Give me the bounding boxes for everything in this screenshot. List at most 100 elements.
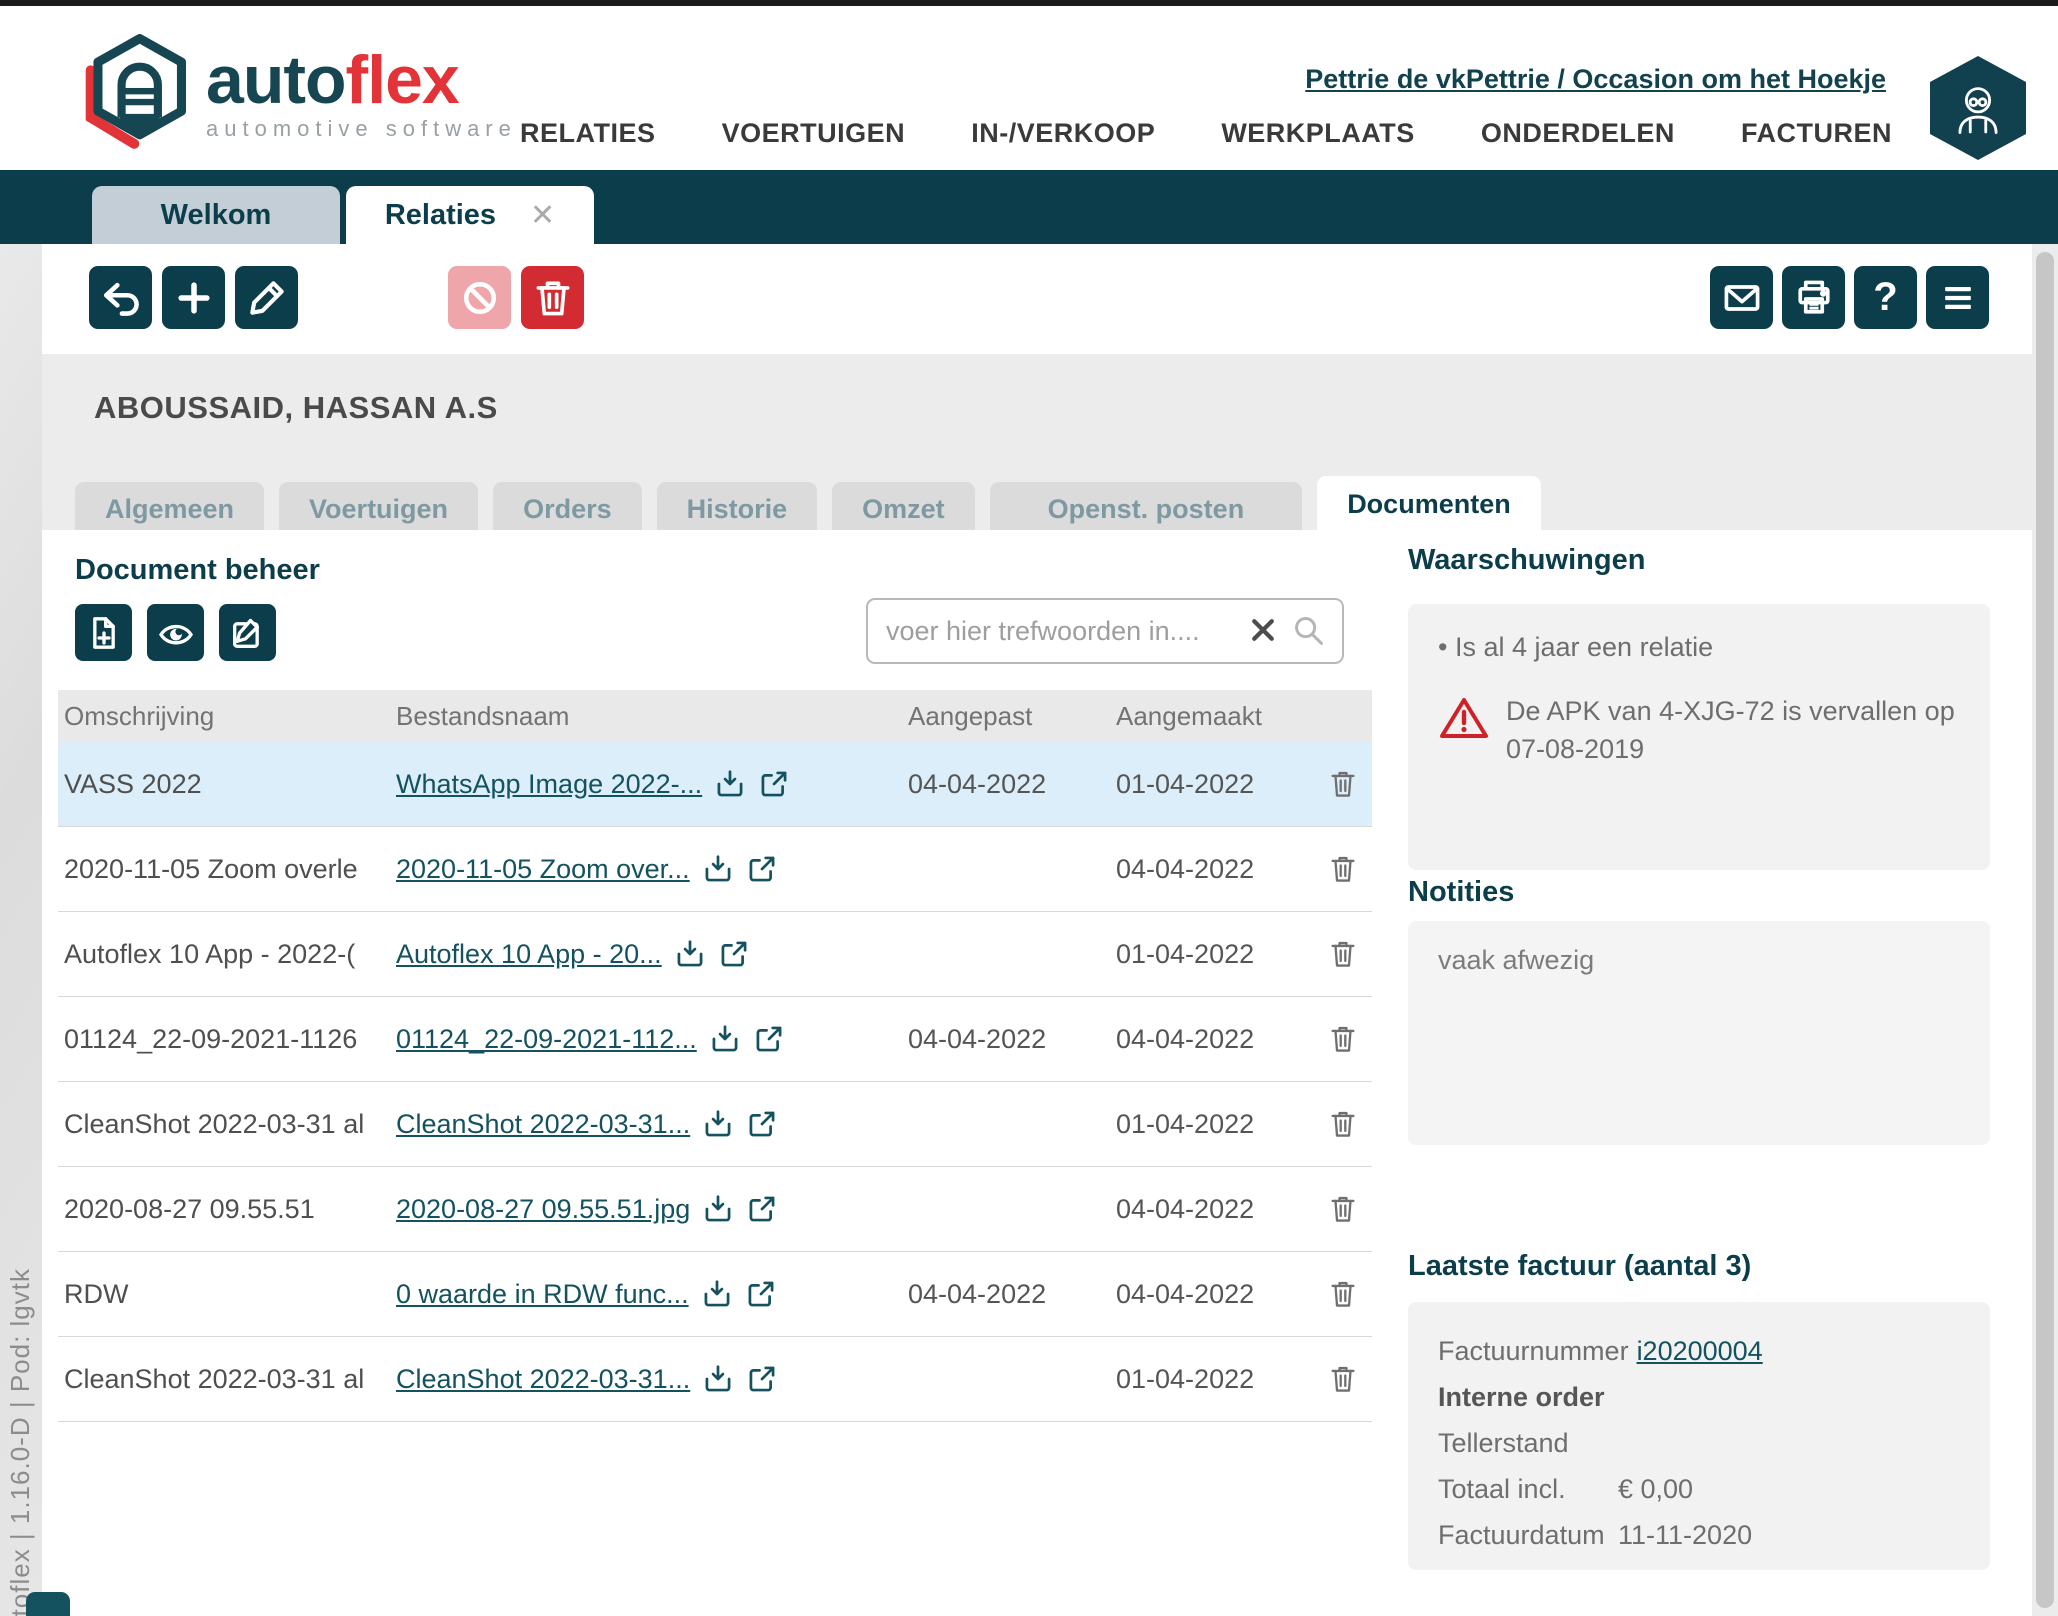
window-tab[interactable]: Welkom (92, 186, 340, 244)
clear-icon[interactable] (1248, 615, 1278, 645)
download-icon[interactable] (709, 1023, 741, 1055)
doc-file-link[interactable]: CleanShot 2022-03-31... (396, 1108, 691, 1139)
mail-button[interactable] (1710, 266, 1773, 329)
section-heading-notes: Notities (1408, 876, 1515, 908)
close-icon[interactable]: ✕ (530, 198, 556, 232)
help-button[interactable]: ? (1854, 266, 1917, 329)
logo-wordmark: autoflex automotive software (206, 32, 517, 142)
external-link-icon[interactable] (746, 1363, 778, 1395)
doc-file-link[interactable]: Autoflex 10 App - 20... (396, 938, 662, 969)
download-icon[interactable] (714, 768, 746, 800)
detail-tab[interactable]: Omzet (832, 482, 975, 536)
trash-icon (1331, 1026, 1355, 1052)
detail-tab[interactable]: Documenten (1317, 476, 1541, 536)
add-button[interactable] (162, 266, 225, 329)
block-button[interactable] (448, 266, 511, 329)
trash-icon (1331, 1111, 1355, 1137)
download-icon[interactable] (674, 938, 706, 970)
doc-file-cell: 0 waarde in RDW func... (390, 1278, 890, 1310)
nav-item[interactable]: FACTUREN (1740, 118, 1892, 148)
external-link-icon[interactable] (746, 1193, 778, 1225)
detail-tab[interactable]: Historie (656, 482, 818, 536)
table-row[interactable]: 01124_22-09-2021-1126 01124_22-09-2021-1… (58, 997, 1372, 1082)
invoice-field-label: Factuurnummer (1438, 1336, 1629, 1366)
external-link-icon[interactable] (758, 768, 790, 800)
section-heading-documents: Document beheer (75, 554, 320, 586)
doc-file-link[interactable]: 2020-08-27 09.55.51.jpg (396, 1193, 691, 1224)
search-icon[interactable] (1292, 614, 1326, 648)
floating-widget[interactable] (26, 1592, 70, 1616)
invoice-number-link[interactable]: i20200004 (1636, 1336, 1763, 1366)
notes-box[interactable]: vaak afwezig (1408, 921, 1990, 1145)
download-icon[interactable] (702, 1193, 734, 1225)
detail-tab[interactable]: Voertuigen (279, 482, 479, 536)
download-icon[interactable] (702, 1363, 734, 1395)
doc-file-cell: WhatsApp Image 2022-... (390, 768, 890, 800)
detail-tab[interactable]: Algemeen (75, 482, 265, 536)
table-row[interactable]: VASS 2022 WhatsApp Image 2022-... 04-04-… (58, 742, 1372, 827)
external-link-icon[interactable] (746, 1108, 778, 1140)
app-header: autoflex automotive software RELATIES VOE… (0, 6, 2058, 170)
doc-file-link[interactable]: CleanShot 2022-03-31... (396, 1363, 691, 1394)
view-document-button[interactable] (147, 604, 204, 661)
external-link-icon[interactable] (746, 853, 778, 885)
mail-icon (1724, 284, 1759, 311)
delete-row-button[interactable] (1314, 767, 1372, 801)
delete-row-button[interactable] (1314, 937, 1372, 971)
detail-tab[interactable]: Orders (493, 482, 642, 536)
column-header[interactable]: Bestandsnaam (396, 700, 570, 731)
download-icon[interactable] (701, 1278, 733, 1310)
table-row[interactable]: CleanShot 2022-03-31 al CleanShot 2022-0… (58, 1082, 1372, 1167)
delete-row-button[interactable] (1314, 1107, 1372, 1141)
table-row[interactable]: RDW 0 waarde in RDW func... 04-04-2022 0… (58, 1252, 1372, 1337)
delete-row-button[interactable] (1314, 852, 1372, 886)
add-document-button[interactable] (75, 604, 132, 661)
warning-item: Is al 4 jaar een relatie (1438, 632, 1960, 663)
detail-tab[interactable]: Openst. posten (989, 482, 1303, 536)
delete-row-button[interactable] (1314, 1277, 1372, 1311)
external-link-icon[interactable] (745, 1278, 777, 1310)
scrollbar-thumb[interactable] (2036, 252, 2054, 1608)
scrollbar[interactable] (2032, 244, 2058, 1616)
nav-item[interactable]: IN-/VERKOOP (971, 118, 1156, 148)
user-company-link[interactable]: Pettrie de vkPettrie / Occasion om het H… (1305, 64, 1886, 94)
nav-item[interactable]: RELATIES (520, 118, 656, 148)
edit-button[interactable] (235, 266, 298, 329)
back-button[interactable] (89, 266, 152, 329)
download-icon[interactable] (702, 853, 734, 885)
edit-document-button[interactable] (219, 604, 276, 661)
column-header[interactable]: Omschrijving (64, 700, 215, 731)
doc-file-link[interactable]: 0 waarde in RDW func... (396, 1278, 689, 1309)
delete-row-button[interactable] (1314, 1362, 1372, 1396)
doc-file-cell: CleanShot 2022-03-31... (390, 1363, 890, 1395)
nav-item[interactable]: ONDERDELEN (1480, 118, 1675, 148)
doc-file-link[interactable]: 2020-11-05 Zoom over... (396, 853, 690, 884)
doc-file-link[interactable]: 01124_22-09-2021-112... (396, 1023, 697, 1054)
nav-item[interactable]: VOERTUIGEN (721, 118, 906, 148)
delete-row-button[interactable] (1314, 1192, 1372, 1226)
external-link-icon[interactable] (753, 1023, 785, 1055)
delete-button[interactable] (521, 266, 584, 329)
warnings-box: Is al 4 jaar een relatie De APK van 4-XJ… (1408, 604, 1990, 870)
toolbar-left-group (89, 266, 584, 329)
column-header[interactable]: Aangemaakt (1116, 700, 1262, 731)
print-button[interactable] (1782, 266, 1845, 329)
table-row[interactable]: Autoflex 10 App - 2022-( Autoflex 10 App… (58, 912, 1372, 997)
doc-file-link[interactable]: WhatsApp Image 2022-... (396, 768, 703, 799)
window-tab[interactable]: Relaties ✕ (346, 186, 594, 244)
table-row[interactable]: 2020-08-27 09.55.51 2020-08-27 09.55.51.… (58, 1167, 1372, 1252)
delete-row-button[interactable] (1314, 1022, 1372, 1056)
toolbar: ? (42, 244, 2032, 354)
download-icon[interactable] (702, 1108, 734, 1140)
eye-icon (158, 624, 193, 644)
menu-button[interactable] (1926, 266, 1989, 329)
document-search (866, 598, 1344, 664)
table-row[interactable]: CleanShot 2022-03-31 al CleanShot 2022-0… (58, 1337, 1372, 1422)
external-link-icon[interactable] (718, 938, 750, 970)
nav-item[interactable]: WERKPLAATS (1221, 118, 1415, 148)
document-panel: Document beheer (42, 530, 2032, 1616)
table-row[interactable]: 2020-11-05 Zoom overle 2020-11-05 Zoom o… (58, 827, 1372, 912)
user-avatar[interactable] (1930, 56, 2026, 160)
invoice-field-value: € 0,00 (1618, 1474, 1694, 1504)
column-header[interactable]: Aangepast (908, 700, 1033, 731)
